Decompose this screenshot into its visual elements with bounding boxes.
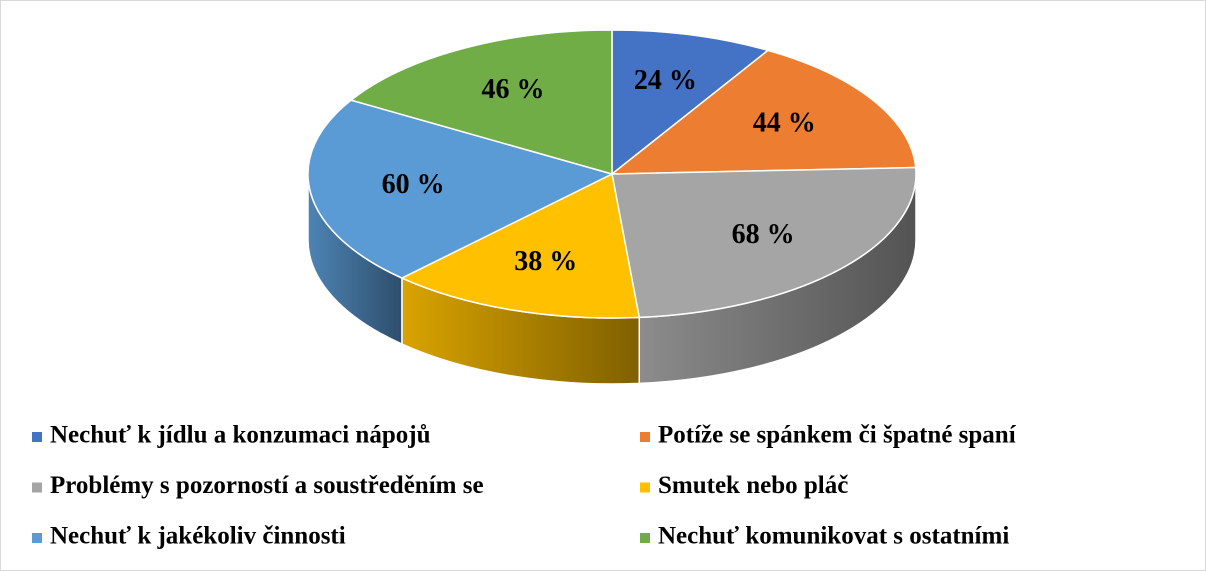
data-label: 68 %: [732, 219, 795, 250]
slice: [611, 166, 917, 319]
slice: [400, 172, 641, 319]
legend-label: Nechuť k jídlu a konzumaci nápojů: [50, 422, 431, 449]
legend-swatch: [32, 533, 42, 543]
slice: [307, 99, 615, 279]
legend-label: Potíže se spánkem či špatné spaní: [658, 422, 1017, 449]
legend-label: Nechuť komunikovat s ostatními: [658, 523, 1009, 550]
legend-swatch: [640, 533, 650, 543]
legend-label: Smutek nebo pláč: [658, 472, 848, 499]
legend-swatch: [32, 482, 42, 493]
pie-tops: [307, 29, 917, 319]
legend-label: Nechuť k jakékoliv činnosti: [50, 523, 346, 550]
data-label: 60 %: [382, 169, 445, 200]
data-label: 24 %: [634, 65, 697, 96]
data-label: 38 %: [514, 246, 577, 277]
data-label: 46 %: [481, 74, 544, 105]
legend-swatch: [640, 432, 650, 442]
slice: [349, 29, 613, 175]
data-label: 44 %: [753, 108, 816, 139]
data-labels: 24 % 44 % 68 % 38 % 60 % 46 %: [382, 65, 816, 277]
legend-swatch: [640, 482, 650, 493]
slice: [609, 49, 917, 175]
legend-swatch: [32, 432, 42, 442]
slice: [611, 29, 770, 176]
legend: Nechuť k jídlu a konzumaci nápojů Potíže …: [32, 422, 1017, 550]
legend-label: Problémy s pozorností a soustředěním se: [50, 472, 484, 499]
